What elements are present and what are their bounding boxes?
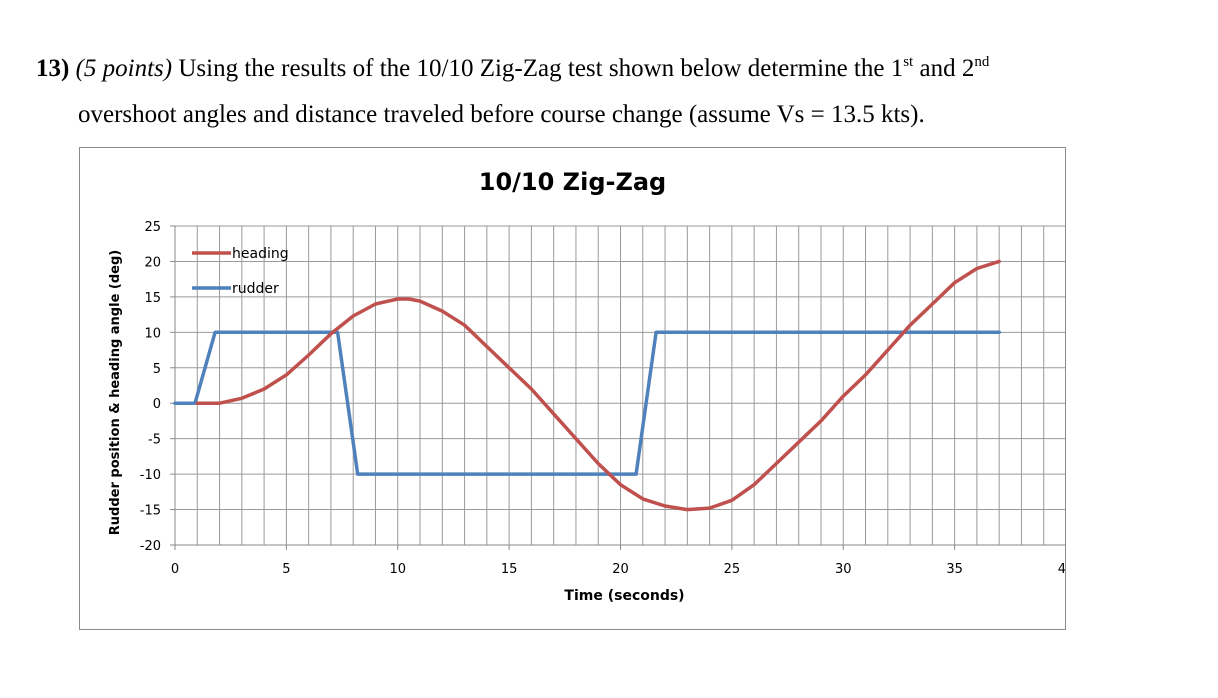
question-number: 13) — [36, 55, 70, 82]
y-tick-label: 15 — [144, 291, 161, 306]
y-tick-label: -20 — [140, 539, 161, 554]
series-line-rudder — [173, 330, 1001, 476]
x-tick-label: 10 — [389, 562, 406, 577]
y-tick-label: -10 — [140, 468, 161, 483]
x-axis-label: Time (seconds) — [564, 588, 684, 604]
question-text-part-2: and 2 — [913, 55, 975, 82]
question-line-1: 13) (5 points) Using the results of the … — [36, 52, 1196, 86]
x-tick-label: 30 — [835, 562, 852, 577]
x-tick-label: 40 — [1058, 562, 1065, 577]
y-tick-label: 10 — [144, 326, 161, 341]
zigzag-chart: 25 20 15 10 5 0 -5 -10 -15 -20 0 5 10 15 20 25 30 35 40 Tim… — [108, 220, 1065, 604]
x-tick-label: 15 — [501, 562, 518, 577]
y-tick-label: 5 — [153, 362, 161, 377]
x-tick-label: 25 — [724, 562, 741, 577]
x-tick-label: 0 — [171, 562, 179, 577]
y-tick-label: -5 — [148, 433, 161, 448]
superscript-st: st — [903, 54, 914, 70]
y-tick-label: -15 — [140, 504, 161, 519]
y-tick-label: 25 — [144, 220, 161, 235]
chart-title: 10/10 Zig-Zag — [478, 168, 667, 196]
y-tick-label: 0 — [153, 397, 161, 412]
x-tick-label: 35 — [946, 562, 963, 577]
y-axis-label: Rudder position & heading angle (deg) — [108, 250, 123, 535]
question-points: (5 points) — [75, 55, 173, 82]
chart-container: 10/10 Zig-Zag 25 20 15 10 5 0 -5 -10 -15 -20 0 5 10 1… — [79, 147, 1066, 630]
question-text-part-1: Using the results of the 10/10 Zig-Zag t… — [178, 55, 904, 82]
legend-label-rudder: rudder — [232, 281, 279, 297]
series-line-heading — [195, 259, 1001, 512]
question-line-2: overshoot angles and distance traveled b… — [78, 101, 925, 128]
legend-label-heading: heading — [232, 246, 289, 262]
x-tick-label: 20 — [612, 562, 629, 577]
superscript-nd: nd — [974, 54, 990, 70]
y-tick-label: 20 — [144, 255, 161, 270]
question-text: 13) (5 points) Using the results of the … — [36, 52, 1196, 132]
x-tick-label: 5 — [282, 562, 290, 577]
